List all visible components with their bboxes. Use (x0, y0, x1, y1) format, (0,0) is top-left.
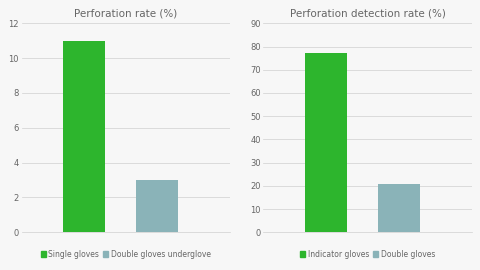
Bar (378, 184, 420, 232)
Bar (305, 53, 347, 232)
Bar (63, 41, 105, 232)
Legend: Indicator gloves, Double gloves: Indicator gloves, Double gloves (297, 247, 438, 262)
Legend: Single gloves, Double gloves underglove: Single gloves, Double gloves underglove (38, 247, 214, 262)
Bar (136, 180, 178, 232)
Title: Perforation detection rate (%): Perforation detection rate (%) (289, 8, 445, 18)
Title: Perforation rate (%): Perforation rate (%) (74, 8, 177, 18)
